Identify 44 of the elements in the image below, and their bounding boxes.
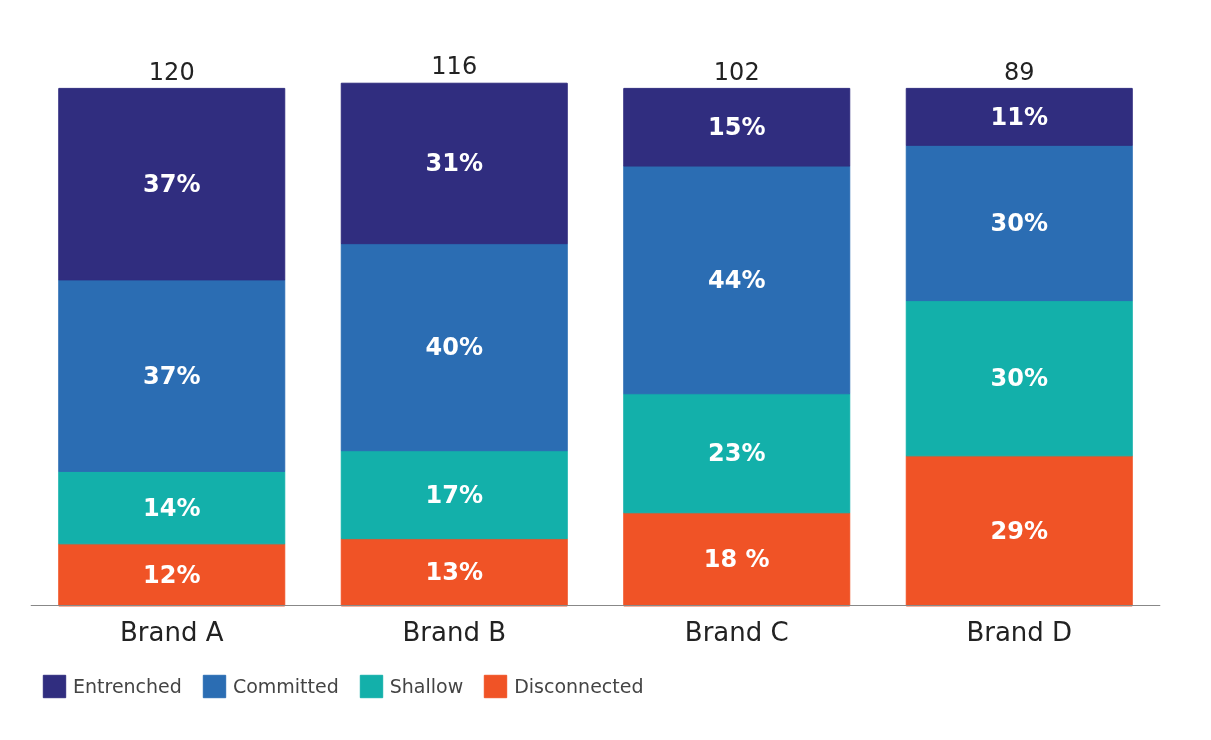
data-label: 12% — [143, 560, 201, 589]
data-label: 40% — [425, 333, 483, 362]
data-label: 14% — [143, 493, 201, 522]
data-label: 23% — [708, 439, 766, 468]
bar — [58, 470, 286, 545]
data-label: 31% — [425, 149, 483, 178]
legend-label: Disconnected — [514, 675, 644, 697]
annotation: 102 — [713, 57, 760, 86]
x-tick-label: Brand C — [684, 616, 789, 647]
bar — [905, 455, 1133, 607]
data-label: 13% — [425, 558, 483, 587]
bar — [340, 82, 568, 245]
annotation: 120 — [148, 57, 195, 86]
bar — [623, 512, 851, 607]
x-tick-label: Brand A — [120, 616, 224, 647]
annotation: 89 — [1003, 57, 1035, 86]
legend-label: Committed — [232, 675, 339, 697]
bar — [340, 538, 568, 607]
bar — [623, 165, 851, 395]
bar — [58, 87, 286, 281]
legend-label: Shallow — [389, 675, 464, 697]
bar — [340, 243, 568, 452]
data-label: 37% — [143, 361, 201, 390]
x-tick-label: Brand B — [402, 616, 507, 647]
bar — [905, 87, 1133, 146]
bar — [905, 300, 1133, 457]
bar — [340, 450, 568, 540]
bar — [58, 543, 286, 607]
bar — [58, 279, 286, 472]
data-label: 17% — [425, 480, 483, 509]
data-label: 30% — [990, 208, 1048, 237]
x-tick-label: Brand D — [966, 616, 1073, 647]
bar — [623, 393, 851, 514]
data-label: 30% — [990, 364, 1048, 393]
legend-label: Entrenched — [73, 675, 182, 697]
bar — [623, 87, 851, 167]
data-label: 37% — [143, 170, 201, 199]
data-label: 18 % — [703, 545, 770, 574]
text: 116 — [431, 52, 478, 81]
data-label: 15% — [708, 113, 766, 142]
data-label: 11% — [990, 102, 1048, 131]
data-label: 29% — [990, 516, 1048, 545]
data-label: 44% — [708, 265, 766, 294]
bar — [905, 144, 1133, 302]
